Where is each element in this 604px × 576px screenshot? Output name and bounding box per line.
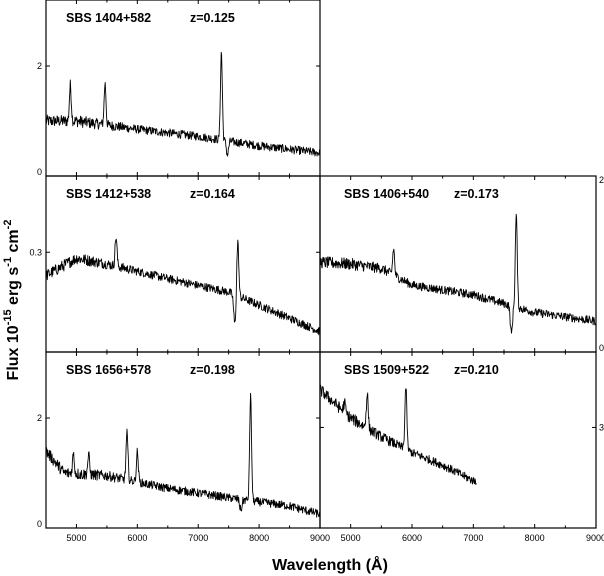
x-tick-label: 6000 xyxy=(402,533,422,543)
x-tick-label: 9000 xyxy=(586,533,604,543)
spectrum-line xyxy=(319,213,597,334)
y-tick-label: 2 xyxy=(599,175,604,185)
y-axis-label-part: erg s xyxy=(5,267,22,310)
y-tick-label: 0 xyxy=(37,519,42,529)
spectrum-line xyxy=(45,238,321,336)
x-tick-label: 7000 xyxy=(188,533,208,543)
x-tick-label: 5000 xyxy=(341,533,361,543)
y-tick-label: 2 xyxy=(37,61,42,71)
x-tick-label: 6000 xyxy=(127,533,147,543)
spectrum-line xyxy=(45,51,321,157)
x-tick-label: 5000 xyxy=(66,533,86,543)
panel-redshift: z=0.125 xyxy=(190,11,235,25)
spectrum-panel: 5000 6000 7000 8000 9000 0 2 SBS 1656+578 z=0.19… xyxy=(37,351,330,543)
spectrum-panel: 5000 6000 7000 8000 9000 3 SBS 1509+522 z=0.210 xyxy=(319,351,604,543)
panel-object-name: SBS 1656+578 xyxy=(66,363,151,377)
x-tick-label: 8000 xyxy=(525,533,545,543)
y-axis-label-part: Flux 10 xyxy=(5,325,22,380)
y-axis-label-part: -15 xyxy=(2,309,14,325)
y-axis-label: Flux 10-15 erg s-1 cm-2 xyxy=(2,220,22,381)
y-tick-label: 2 xyxy=(37,413,42,423)
x-tick-label: 8000 xyxy=(249,533,269,543)
panel-object-name: SBS 1404+582 xyxy=(66,11,151,25)
y-tick-label: 0 xyxy=(37,167,42,177)
x-axis-label: Wavelength (Å) xyxy=(272,555,388,574)
spectrum-panel: 0.3 SBS 1412+538 z=0.164 xyxy=(29,175,321,353)
spectrum-line xyxy=(45,392,321,518)
spectrum-panel: 0 2 SBS 1404+582 z=0.125 xyxy=(37,0,321,177)
y-tick-label: 0.3 xyxy=(29,247,42,257)
spectrum-line xyxy=(319,384,477,486)
y-axis-label-part: cm xyxy=(5,229,22,257)
panel-object-name: SBS 1509+522 xyxy=(344,363,429,377)
panel-frame xyxy=(319,351,597,529)
x-tick-label: 7000 xyxy=(463,533,483,543)
panel-redshift: z=0.173 xyxy=(454,187,499,201)
panel-object-name: SBS 1412+538 xyxy=(66,187,151,201)
y-axis-label-part: -2 xyxy=(2,220,14,230)
x-tick-label: 9000 xyxy=(310,533,330,543)
y-tick-label: 3 xyxy=(599,422,604,432)
spectrum-panel: 0 2 SBS 1406+540 z=0.173 xyxy=(319,175,604,353)
panel-redshift: z=0.210 xyxy=(454,363,499,377)
panel-object-name: SBS 1406+540 xyxy=(344,187,429,201)
y-tick-label: 0 xyxy=(599,343,604,353)
panel-redshift: z=0.198 xyxy=(190,363,235,377)
y-axis-label-part: -1 xyxy=(2,257,14,267)
panel-redshift: z=0.164 xyxy=(190,187,235,201)
